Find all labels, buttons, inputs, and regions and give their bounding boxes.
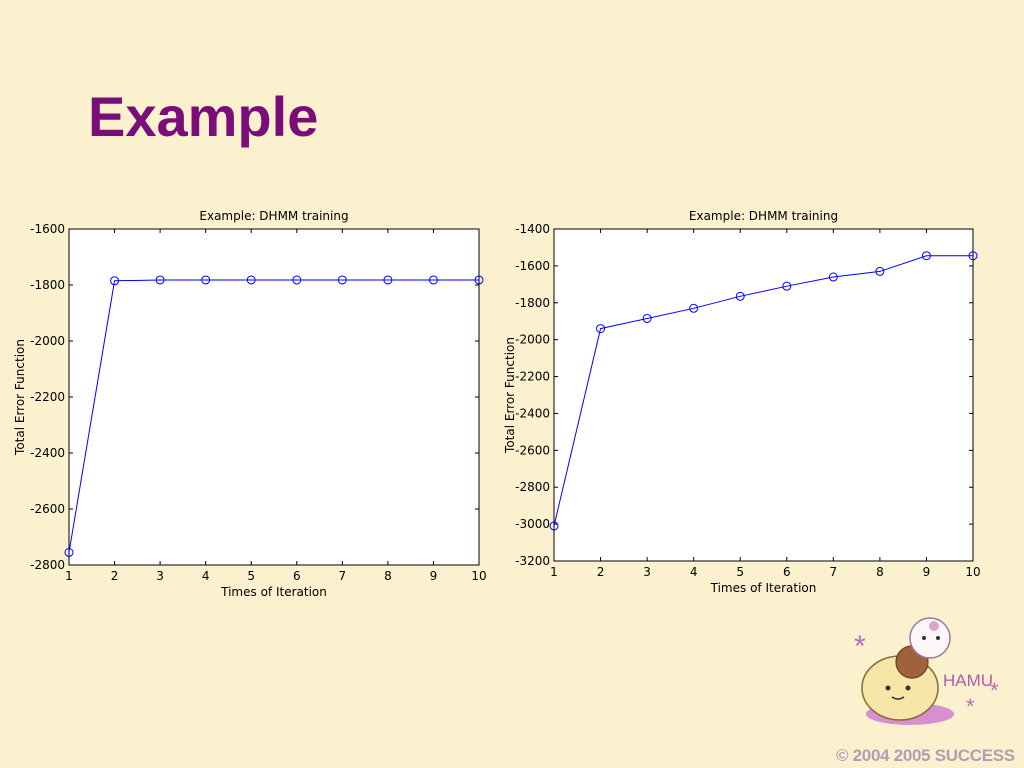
data-point [735,291,745,301]
data-point [689,303,699,313]
x-tick-label: 6 [783,565,791,579]
x-tick-label: 3 [643,565,651,579]
x-tick-label: 1 [550,565,558,579]
y-tick-label: -2000 [515,333,550,347]
x-tick-label: 1 [65,569,73,583]
x-tick-label: 5 [247,569,255,583]
y-tick-label: -2800 [30,558,65,572]
data-point [337,275,347,285]
data-point [921,251,931,261]
x-tick-label: 4 [202,569,210,583]
x-tick-label: 7 [339,569,347,583]
data-point [246,275,256,285]
x-axis-label: Times of Iteration [710,581,817,595]
x-tick-label: 10 [471,569,486,583]
x-tick-label: 3 [156,569,164,583]
x-tick-label: 10 [965,565,980,579]
x-tick-label: 2 [111,569,119,583]
slide-title: Example [88,85,319,148]
y-tick-label: -1600 [30,222,65,236]
hamu-mascot-logo: * * * HAMU [854,617,999,725]
star-icon: * [854,630,866,663]
series-line [553,255,973,527]
y-axis-label: Total Error Function [13,339,27,456]
plot-area [553,228,974,562]
plot-area [68,228,480,566]
y-tick-label: -3200 [515,554,550,568]
data-point [428,275,438,285]
y-tick-label: -2200 [515,370,550,384]
x-tick-label: 9 [923,565,931,579]
data-point [292,275,302,285]
y-tick-label: -2800 [515,480,550,494]
star-icon: * [990,678,999,703]
data-point [110,276,120,286]
y-tick-label: -2600 [515,443,550,457]
hamu-logo-text: HAMU [943,671,993,690]
data-point [968,251,978,261]
y-tick-label: -2400 [515,406,550,420]
chart-right: Example: DHMM training 1 2 3 4 5 6 7 8 9 10 -1400 -1… [503,209,981,595]
data-point [155,275,165,285]
star-icon: * [966,694,975,719]
y-tick-label: -1400 [515,222,550,236]
x-axis-label: Times of Iteration [220,585,327,599]
x-tick-label: 2 [597,565,605,579]
copyright-notice: © 2004 2005 SUCCESS [836,746,1015,765]
x-tick-label: 4 [690,565,698,579]
data-point [549,521,559,531]
y-tick-label: -1600 [515,259,550,273]
series-line [68,279,479,553]
chart-title: Example: DHMM training [199,209,348,223]
y-tick-label: -2400 [30,446,65,460]
x-tick-label: 5 [736,565,744,579]
y-tick-label: -2600 [30,502,65,516]
y-tick-label: -2200 [30,390,65,404]
data-point [782,281,792,291]
data-point [642,313,652,323]
mascot-head [909,617,951,659]
y-tick-label: -3000 [515,517,550,531]
data-point [474,275,484,285]
x-tick-label: 8 [876,565,884,579]
chart-left: Example: DHMM training 1 2 3 4 5 6 7 8 9 10 -1600 -1… [13,209,487,599]
data-point [64,547,74,557]
y-axis-label: Total Error Function [503,337,517,454]
y-tick-label: -1800 [30,278,65,292]
chart-title: Example: DHMM training [689,209,838,223]
x-tick-label: 8 [384,569,392,583]
x-tick-label: 7 [830,565,838,579]
y-tick-label: -1800 [515,296,550,310]
data-point [875,266,885,276]
y-tick-label: -2000 [30,334,65,348]
x-tick-label: 6 [293,569,301,583]
data-point [596,324,606,334]
data-point [828,272,838,282]
x-tick-label: 9 [430,569,438,583]
data-point [201,275,211,285]
data-point [383,275,393,285]
